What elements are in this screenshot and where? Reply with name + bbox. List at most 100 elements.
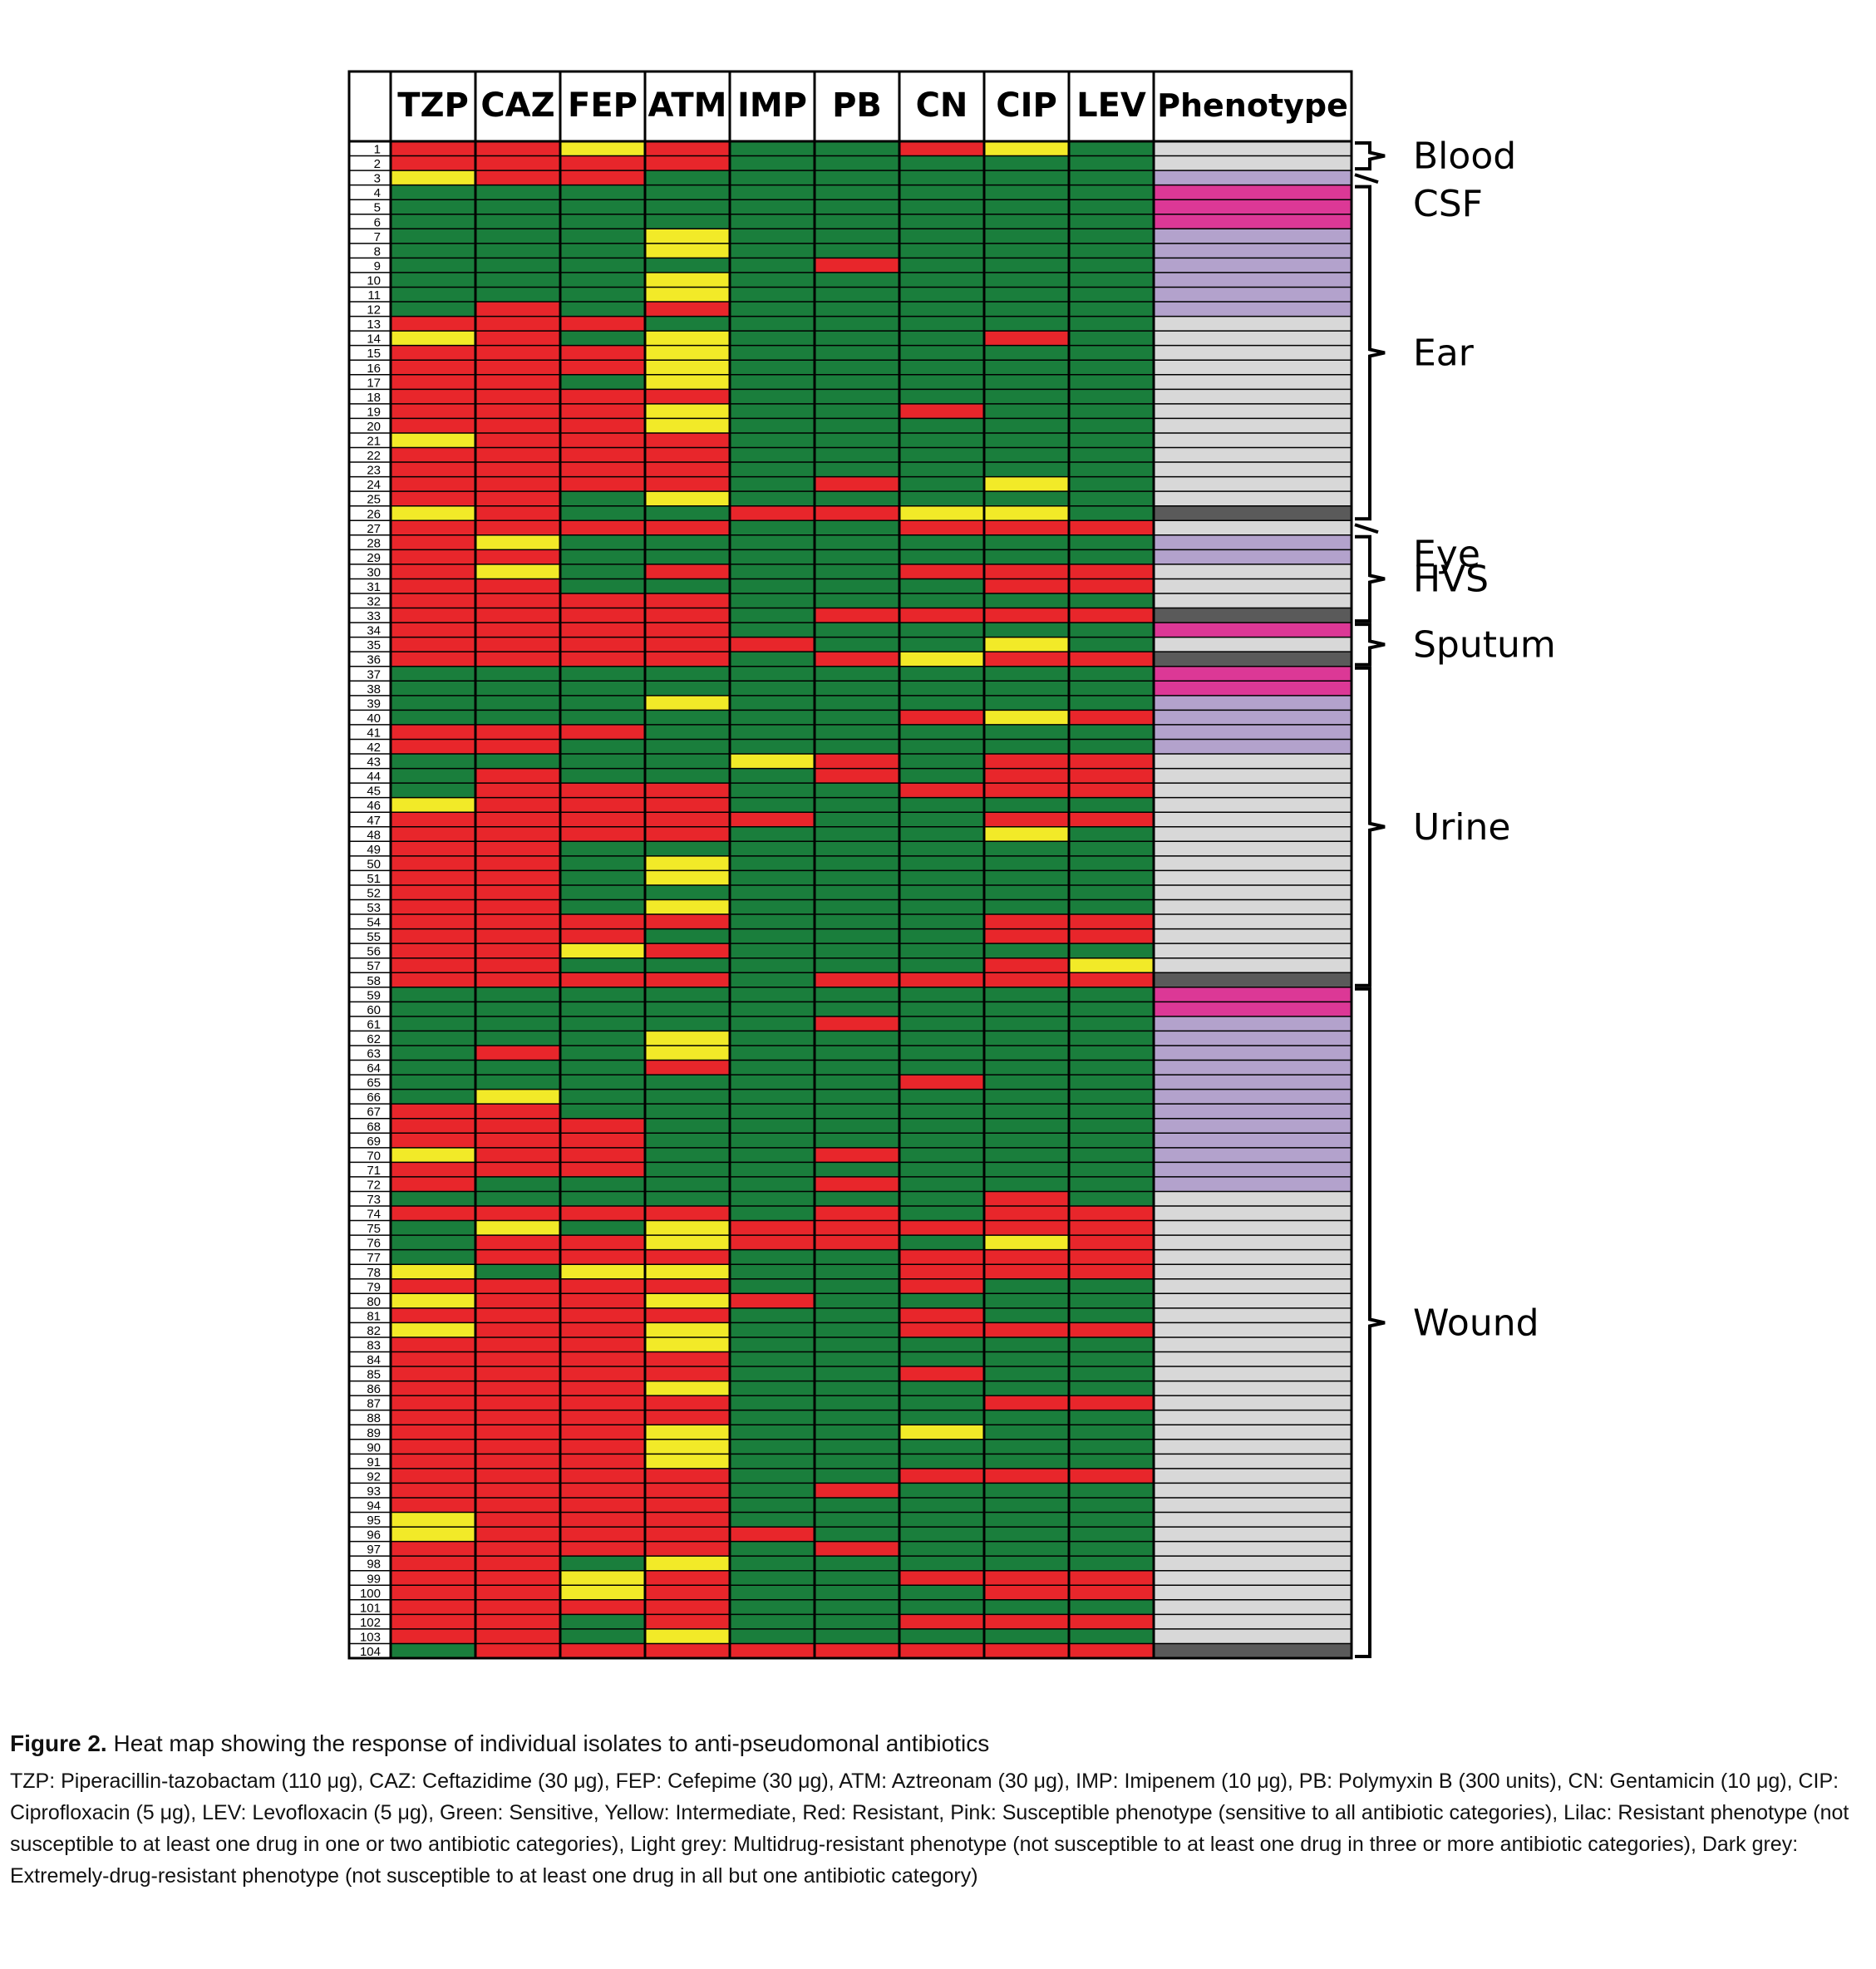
heat-cell-cip-47	[984, 812, 1069, 827]
row-label: 32	[367, 595, 381, 609]
heat-cell-atm-67	[645, 1104, 730, 1119]
heat-cell-atm-85	[645, 1366, 730, 1381]
heat-cell-tzp-102	[391, 1614, 475, 1629]
phenotype-cell-79	[1154, 1278, 1352, 1294]
heat-cell-imp-70	[730, 1147, 815, 1163]
heat-cell-fep-36	[560, 652, 645, 667]
heat-cell-tzp-77	[391, 1249, 475, 1265]
row-label: 89	[367, 1426, 381, 1440]
row-label: 14	[367, 332, 381, 347]
heat-cell-caz-57	[475, 957, 560, 973]
row-label: 3	[374, 172, 381, 186]
phenotype-cell-47	[1154, 812, 1352, 827]
heat-cell-fep-60	[560, 1002, 645, 1016]
heat-cell-caz-84	[475, 1351, 560, 1367]
heat-cell-fep-84	[560, 1351, 645, 1367]
phenotype-cell-77	[1154, 1249, 1352, 1265]
heat-cell-fep-43	[560, 754, 645, 769]
heat-cell-cip-1	[984, 141, 1069, 156]
heat-cell-cip-57	[984, 957, 1069, 973]
heat-cell-imp-73	[730, 1191, 815, 1207]
row-label: 59	[367, 988, 381, 1002]
heat-cell-pb-44	[815, 768, 899, 784]
phenotype-cell-96	[1154, 1527, 1352, 1542]
heat-cell-tzp-15	[391, 345, 475, 361]
heat-cell-lev-9	[1069, 258, 1154, 273]
heat-cell-imp-102	[730, 1614, 815, 1629]
heat-cell-atm-1	[645, 141, 730, 156]
heat-cell-lev-29	[1069, 549, 1154, 564]
row-label: 68	[367, 1120, 381, 1134]
heat-cell-cip-10	[984, 272, 1069, 288]
heat-cell-lev-32	[1069, 593, 1154, 608]
heat-cell-pb-72	[815, 1176, 899, 1192]
caption-body: TZP: Piperacillin-tazobactam (110 μg), C…	[10, 1770, 1849, 1888]
heat-cell-imp-34	[730, 623, 815, 637]
heat-cell-cn-32	[899, 593, 984, 608]
phenotype-cell-42	[1154, 739, 1352, 755]
heat-cell-caz-87	[475, 1396, 560, 1410]
heat-cell-lev-50	[1069, 855, 1154, 871]
heat-cell-caz-101	[475, 1599, 560, 1615]
row-label: 100	[360, 1587, 381, 1601]
phenotype-cell-57	[1154, 957, 1352, 973]
heat-cell-atm-65	[645, 1075, 730, 1090]
heat-cell-cn-76	[899, 1235, 984, 1250]
heat-cell-tzp-65	[391, 1075, 475, 1090]
heat-cell-tzp-21	[391, 432, 475, 448]
phenotype-cell-101	[1154, 1599, 1352, 1615]
phenotype-cell-86	[1154, 1381, 1352, 1396]
heat-cell-fep-65	[560, 1075, 645, 1090]
heat-cell-pb-36	[815, 652, 899, 667]
heat-cell-atm-82	[645, 1322, 730, 1337]
heat-cell-pb-37	[815, 666, 899, 682]
row-label: 62	[367, 1032, 381, 1046]
heat-cell-atm-46	[645, 797, 730, 813]
heat-cell-cn-14	[899, 331, 984, 346]
row-label: 79	[367, 1280, 381, 1294]
heat-cell-atm-99	[645, 1570, 730, 1586]
heat-cell-fep-82	[560, 1322, 645, 1337]
heat-cell-cip-77	[984, 1249, 1069, 1265]
heat-cell-pb-63	[815, 1045, 899, 1061]
phenotype-cell-37	[1154, 666, 1352, 682]
heat-cell-caz-54	[475, 914, 560, 929]
heat-cell-atm-102	[645, 1614, 730, 1629]
heat-cell-pb-24	[815, 476, 899, 492]
heat-cell-lev-57	[1069, 957, 1154, 973]
heat-cell-tzp-57	[391, 957, 475, 973]
heat-cell-cn-65	[899, 1075, 984, 1090]
heat-cell-pb-92	[815, 1468, 899, 1484]
row-label: 38	[367, 682, 381, 697]
heat-cell-imp-74	[730, 1206, 815, 1221]
heat-cell-atm-75	[645, 1220, 730, 1236]
heat-cell-lev-15	[1069, 345, 1154, 361]
heat-cell-imp-97	[730, 1541, 815, 1557]
heat-cell-lev-55	[1069, 928, 1154, 944]
heat-cell-pb-103	[815, 1628, 899, 1644]
heat-cell-fep-49	[560, 841, 645, 856]
heat-cell-atm-70	[645, 1147, 730, 1163]
heat-cell-fep-92	[560, 1468, 645, 1484]
heat-cell-cn-72	[899, 1176, 984, 1192]
heat-cell-imp-35	[730, 637, 815, 652]
heat-cell-cip-80	[984, 1293, 1069, 1308]
heat-cell-lev-56	[1069, 943, 1154, 958]
heat-cell-tzp-2	[391, 155, 475, 171]
heat-cell-atm-95	[645, 1512, 730, 1528]
heat-cell-tzp-100	[391, 1585, 475, 1600]
heat-cell-imp-25	[730, 491, 815, 506]
heat-cell-lev-88	[1069, 1410, 1154, 1425]
heat-cell-cip-30	[984, 564, 1069, 579]
heat-cell-atm-61	[645, 1016, 730, 1031]
heat-cell-pb-78	[815, 1264, 899, 1279]
heat-cell-atm-54	[645, 914, 730, 929]
heat-cell-tzp-96	[391, 1527, 475, 1542]
heat-cell-imp-78	[730, 1264, 815, 1279]
heat-cell-pb-69	[815, 1133, 899, 1148]
heat-cell-cip-88	[984, 1410, 1069, 1425]
heat-cell-cn-90	[899, 1439, 984, 1455]
heat-cell-fep-21	[560, 432, 645, 448]
heat-cell-atm-10	[645, 272, 730, 288]
heat-cell-tzp-52	[391, 884, 475, 900]
